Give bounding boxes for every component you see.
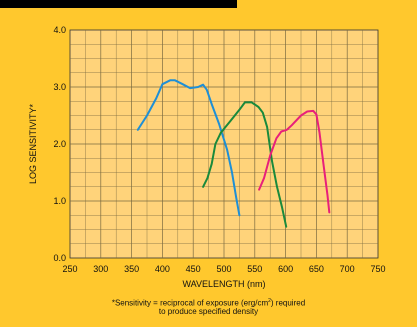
x-axis-label: WAVELENGTH (nm) bbox=[182, 279, 265, 289]
x-tick-label: 450 bbox=[186, 264, 201, 274]
footnote-line-2: to produce specified density bbox=[158, 307, 259, 316]
x-tick-label: 700 bbox=[340, 264, 355, 274]
top-black-bar bbox=[0, 0, 237, 8]
x-tick-label: 600 bbox=[278, 264, 293, 274]
x-tick-label: 500 bbox=[216, 264, 231, 274]
series-line-3 bbox=[258, 109, 331, 214]
series-lines bbox=[136, 79, 331, 228]
x-tick-labels: 250 300 350 400 450 500 550 600 650 700 750 bbox=[62, 264, 385, 274]
y-tick-label: 1.0 bbox=[53, 196, 66, 206]
x-tick-label: 300 bbox=[93, 264, 108, 274]
x-tick-label: 250 bbox=[62, 264, 77, 274]
footnote-line-1: *Sensitivity = reciprocal of exposure (e… bbox=[111, 298, 306, 308]
x-tick-label: 750 bbox=[370, 264, 385, 274]
x-tick-label: 650 bbox=[309, 264, 324, 274]
x-tick-label: 400 bbox=[155, 264, 170, 274]
y-tick-labels: 0.0 1.0 2.0 3.0 4.0 bbox=[53, 25, 66, 263]
grid-lines bbox=[70, 30, 378, 258]
x-tick-label: 350 bbox=[124, 264, 139, 274]
series-line-1 bbox=[136, 79, 241, 217]
y-tick-label: 3.0 bbox=[53, 82, 66, 92]
series-line-2 bbox=[202, 101, 288, 228]
y-tick-label: 2.0 bbox=[53, 139, 66, 149]
y-axis-label: LOG SENSITIVITY* bbox=[28, 103, 38, 184]
y-tick-label: 4.0 bbox=[53, 25, 66, 35]
x-tick-label: 550 bbox=[247, 264, 262, 274]
y-tick-label: 0.0 bbox=[53, 253, 66, 263]
